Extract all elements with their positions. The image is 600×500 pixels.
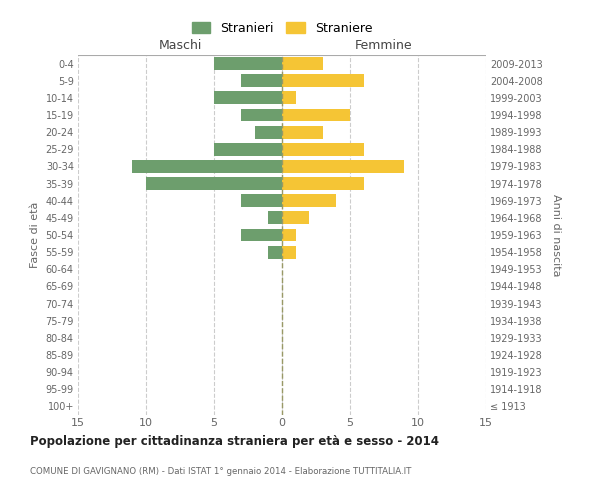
Bar [241, 108, 282, 122]
Bar [133, 160, 282, 173]
Y-axis label: Fasce di età: Fasce di età [30, 202, 40, 268]
Bar [282, 126, 323, 138]
Bar [268, 246, 282, 258]
Y-axis label: Anni di nascita: Anni di nascita [551, 194, 561, 276]
Bar [282, 194, 337, 207]
Bar [282, 228, 296, 241]
Legend: Stranieri, Straniere: Stranieri, Straniere [188, 18, 376, 38]
Bar [282, 57, 323, 70]
Bar [282, 92, 296, 104]
Bar [241, 194, 282, 207]
Bar [282, 143, 364, 156]
Bar [282, 246, 296, 258]
Bar [255, 126, 282, 138]
Bar [214, 143, 282, 156]
Bar [146, 177, 282, 190]
Bar [282, 177, 364, 190]
Text: Maschi: Maschi [158, 38, 202, 52]
Bar [214, 57, 282, 70]
Bar [241, 228, 282, 241]
Text: Femmine: Femmine [355, 38, 413, 52]
Text: COMUNE DI GAVIGNANO (RM) - Dati ISTAT 1° gennaio 2014 - Elaborazione TUTTITALIA.: COMUNE DI GAVIGNANO (RM) - Dati ISTAT 1°… [30, 468, 412, 476]
Bar [282, 160, 404, 173]
Bar [282, 108, 350, 122]
Bar [214, 92, 282, 104]
Bar [268, 212, 282, 224]
Bar [282, 212, 309, 224]
Bar [282, 74, 364, 87]
Bar [241, 74, 282, 87]
Text: Popolazione per cittadinanza straniera per età e sesso - 2014: Popolazione per cittadinanza straniera p… [30, 435, 439, 448]
